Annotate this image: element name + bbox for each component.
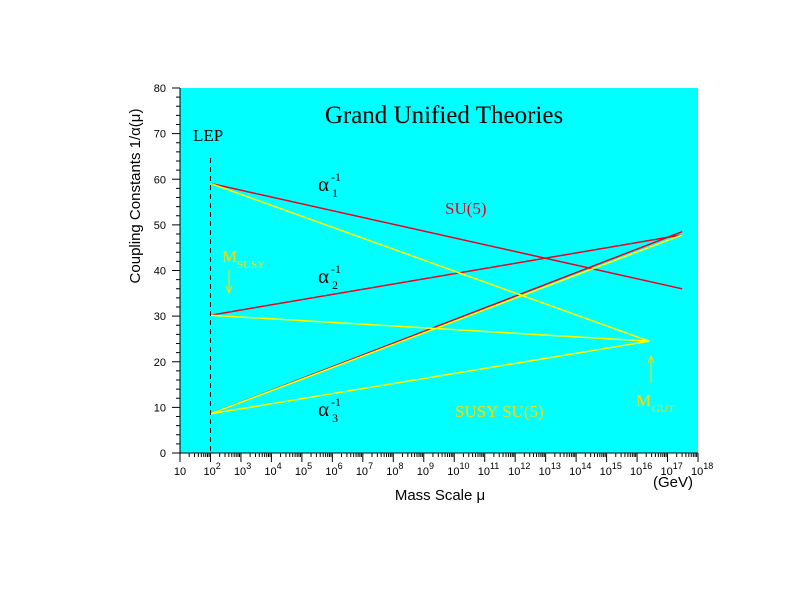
- susy-su5-line-6: [210, 340, 650, 415]
- x-tick-label: 1017: [661, 461, 683, 478]
- lep-label: LEP: [193, 126, 223, 145]
- x-tick-label: 104: [264, 461, 281, 478]
- susy-su5-line-5: [210, 314, 650, 342]
- x-tick-label: 102: [203, 461, 220, 478]
- x-tick-label: 1015: [600, 461, 622, 478]
- alpha2-symbol: α: [318, 264, 329, 288]
- alpha2-inverse: -1: [331, 262, 341, 276]
- x-tick-label: 1010: [447, 461, 469, 478]
- y-tick-label: 80: [154, 83, 166, 95]
- x-tick-label: 1013: [539, 461, 561, 478]
- x-tick-label: 107: [356, 461, 373, 478]
- m-gut-subscript: GUT: [652, 403, 675, 415]
- x-tick-label: 106: [325, 461, 342, 478]
- x-tick-label: 103: [234, 461, 251, 478]
- m-gut-arrowhead: [647, 354, 655, 364]
- chart-title: Grand Unified Theories: [325, 102, 563, 129]
- x-tick-label: 1016: [630, 461, 652, 478]
- axis-ticks: [172, 87, 699, 462]
- alpha2-label: α -1 2: [318, 262, 341, 292]
- su5-label: SU(5): [445, 199, 487, 218]
- y-tick-label: 10: [154, 402, 166, 414]
- y-tick-label: 0: [160, 448, 166, 460]
- x-tick-label: 1014: [569, 461, 591, 478]
- alpha2-subscript: 2: [332, 278, 338, 292]
- alpha1-symbol: α: [318, 172, 329, 196]
- x-tick-label: 10: [174, 466, 186, 478]
- alpha1-label: α -1 1: [318, 170, 341, 200]
- susy-su5-line-4: [210, 182, 650, 342]
- alpha3-subscript: 3: [332, 411, 338, 425]
- series-layer: [210, 182, 683, 415]
- m-susy-arrowhead: [225, 285, 233, 295]
- y-tick-label: 20: [154, 357, 166, 369]
- alpha3-symbol: α: [318, 397, 329, 421]
- x-axis-title: Mass Scale μ: [395, 487, 485, 504]
- y-tick-label: 40: [154, 266, 166, 278]
- alpha3-label: α -1 3: [318, 395, 341, 425]
- x-tick-label: 1011: [478, 461, 500, 478]
- susy-su5-label: SUSY SU(5): [455, 402, 544, 421]
- m-susy-subscript: SUSY: [237, 259, 265, 271]
- y-tick-label: 30: [154, 311, 166, 323]
- alpha3-inverse: -1: [331, 395, 341, 409]
- su5-line-2: [210, 234, 683, 316]
- y-axis-title: Coupling Constants 1/α(μ): [127, 109, 144, 284]
- susy-su5-line-7: [210, 234, 683, 415]
- y-tick-label: 60: [154, 174, 166, 186]
- m-gut-m: M: [636, 391, 651, 410]
- m-susy-m: M: [222, 247, 237, 266]
- x-tick-label: 1018: [691, 461, 713, 478]
- su5-line-1: [210, 182, 683, 290]
- x-axis-unit: (GeV): [653, 474, 693, 491]
- x-tick-label: 1012: [508, 461, 530, 478]
- m-susy-label: M SUSY: [222, 247, 265, 271]
- alpha1-inverse: -1: [331, 170, 341, 184]
- x-tick-label: 109: [417, 461, 434, 478]
- x-tick-label: 108: [386, 461, 403, 478]
- y-tick-label: 70: [154, 129, 166, 141]
- y-tick-label: 50: [154, 220, 166, 232]
- m-gut-label: M GUT: [636, 391, 675, 415]
- x-tick-label: 105: [295, 461, 312, 478]
- alpha1-subscript: 1: [332, 186, 338, 200]
